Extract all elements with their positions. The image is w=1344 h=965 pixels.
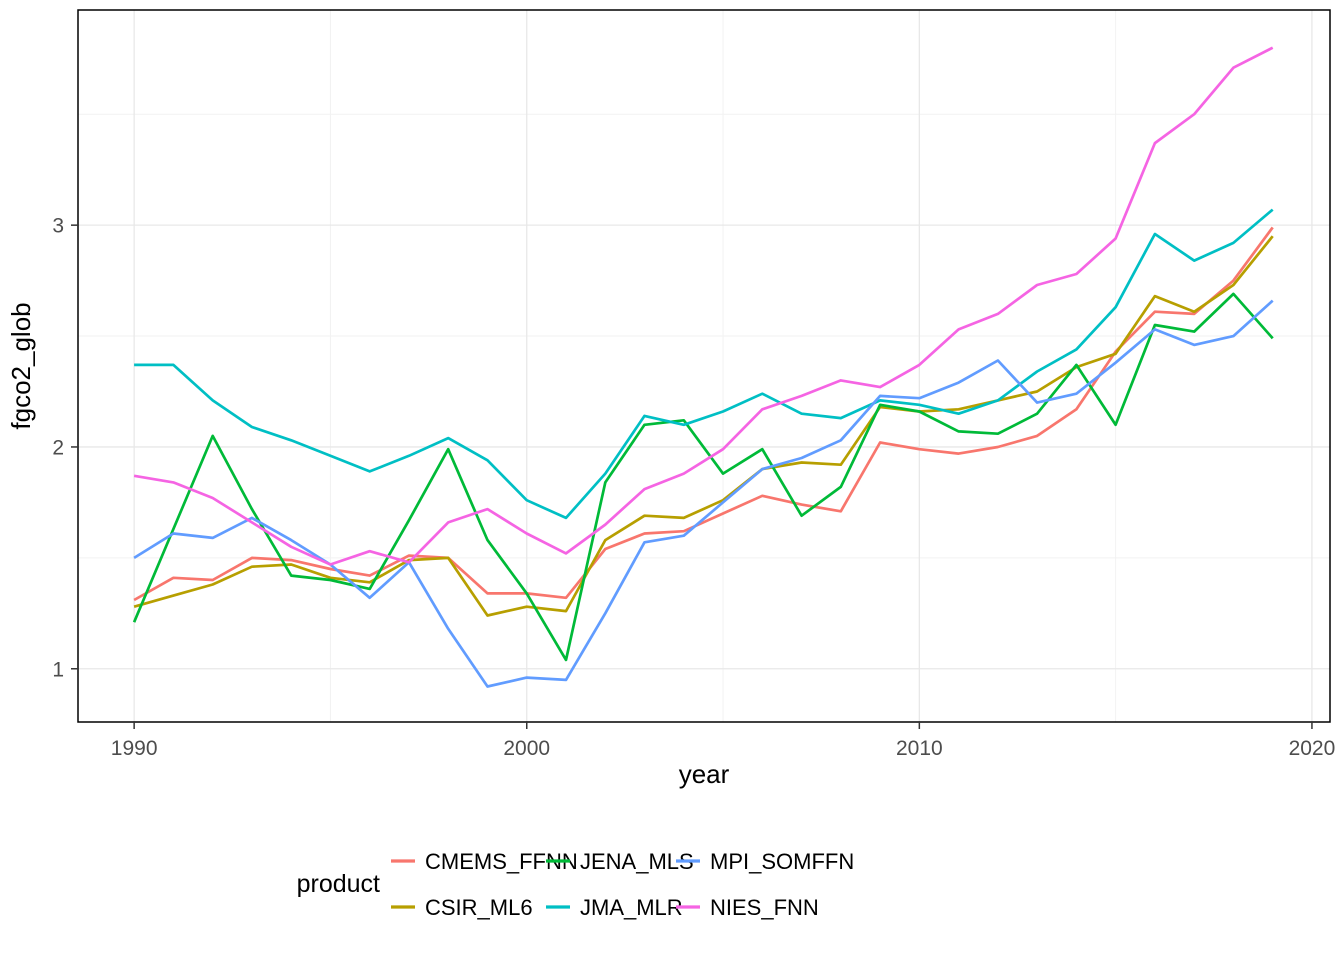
series-line-NIES_FNN (133, 46, 1274, 566)
legend: CMEMS_FFNNCSIR_ML6JENA_MLSJMA_MLRMPI_SOM… (391, 849, 854, 920)
legend-label-CSIR_ML6: CSIR_ML6 (425, 895, 533, 920)
legend-label-JENA_MLS: JENA_MLS (580, 849, 694, 874)
data-series (132, 46, 1274, 688)
legend-title: product (297, 870, 380, 898)
x-tick-label: 2020 (1289, 737, 1336, 760)
axis-ticks (71, 224, 1313, 729)
x-axis-title: year (679, 759, 730, 789)
x-tick-labels: 1990 2000 2010 2020 (111, 737, 1336, 760)
y-tick-labels: 1 2 3 (52, 215, 64, 682)
series-line-CSIR_ML6 (133, 235, 1274, 617)
x-tick-label: 2000 (503, 737, 550, 760)
series-line-CMEMS_FFNN (133, 226, 1274, 602)
legend-label-MPI_SOMFFN: MPI_SOMFFN (710, 849, 854, 874)
y-tick-label: 3 (52, 215, 64, 238)
y-axis-title: fgco2_glob (6, 302, 36, 429)
series-line-JENA_MLS (132, 292, 1274, 662)
gridlines (78, 10, 1330, 722)
legend-label-NIES_FNN: NIES_FNN (710, 895, 819, 920)
panel-border (77, 9, 1331, 723)
y-tick-label: 2 (52, 436, 64, 459)
legend-label-JMA_MLR: JMA_MLR (580, 895, 683, 920)
x-tick-label: 1990 (111, 737, 158, 760)
series-line-JMA_MLR (134, 208, 1274, 520)
x-tick-label: 2010 (896, 737, 943, 760)
y-tick-label: 1 (52, 658, 64, 681)
